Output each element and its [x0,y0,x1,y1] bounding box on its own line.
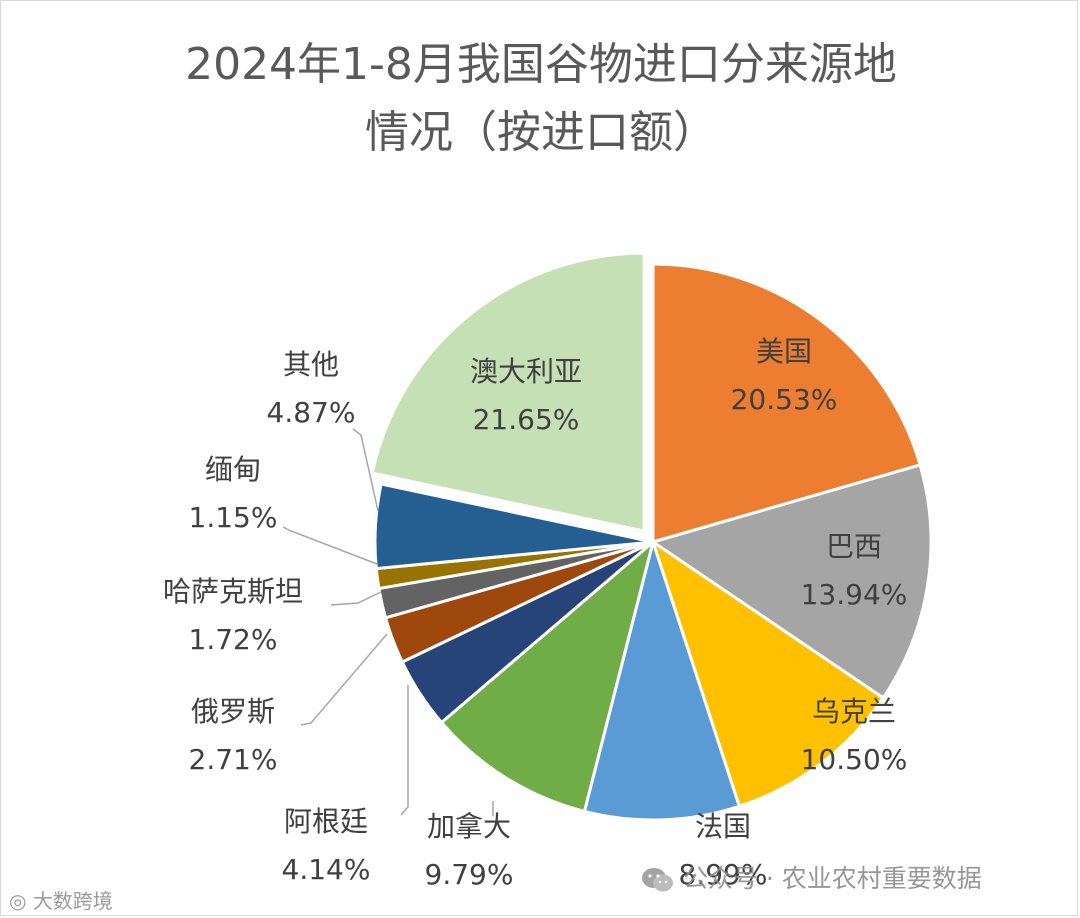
chart-title-line-2: 情况（按进口额） [365,107,717,158]
slice-percent-5: 9.79% [425,858,514,891]
slice-percent-9: 1.15% [189,501,278,534]
slice-percent-10: 4.87% [267,396,356,429]
brand-logo-icon: ◎ [9,889,27,913]
leader-line-9 [282,526,378,565]
slice-label-1: 美国 [756,335,812,368]
slice-percent-7: 2.71% [189,743,278,776]
wechat-watermark-text: 公众号 · 农业农村重要数据 [682,864,982,893]
leader-line-6 [400,685,409,816]
slice-percent-3: 10.50% [801,743,908,776]
slice-label-8: 哈萨克斯坦 [163,575,303,608]
brand-watermark: ◎ 大数跨境 [9,885,113,914]
slice-percent-2: 13.94% [801,578,908,611]
slice-label-5: 加拿大 [427,810,511,843]
pie-slice-3 [651,540,885,808]
brand-watermark-text: 大数跨境 [32,889,113,913]
slice-percent-6: 4.14% [282,853,371,886]
slice-label-10: 其他 [283,348,339,381]
pie-slice-2 [651,463,933,700]
pie-slice-10 [373,482,655,571]
pie-slice-1 [651,262,922,544]
slice-label-2: 巴西 [826,530,882,563]
slice-label-3: 乌克兰 [812,695,896,728]
slice-label-11: 澳大利亚 [470,355,582,388]
leader-line-10 [352,428,379,512]
slice-percent-8: 1.72% [189,623,278,656]
pie-slice-11 [370,251,646,533]
slice-percent-11: 21.65% [473,403,580,436]
wechat-watermark: 公众号 · 农业农村重要数据 [641,859,982,895]
leader-line-7 [300,633,388,726]
leader-line-8 [330,591,382,606]
slice-percent-1: 20.53% [731,383,838,416]
chart-title-line-1: 2024年1-8月我国谷物进口分来源地 [185,39,897,90]
slice-label-9: 缅甸 [205,453,261,486]
pie-slice-4 [582,540,741,822]
pie-slice-5 [440,540,655,813]
wechat-icon [642,868,673,892]
slice-label-4: 法国 [695,810,751,843]
slice-label-6: 阿根廷 [284,805,368,838]
chart-title: 2024年1-8月我国谷物进口分来源地 情况（按进口额） [1,31,1077,167]
slice-label-7: 俄罗斯 [191,695,275,728]
slice-percent-4: 8.99% [679,858,768,891]
